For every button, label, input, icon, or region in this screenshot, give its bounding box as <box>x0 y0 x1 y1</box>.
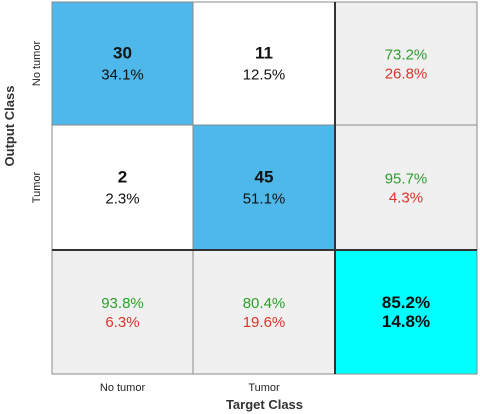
column-summary-correct-0: 93.8% <box>101 295 144 312</box>
divider-layer <box>52 2 477 374</box>
matrix-cell-1-0 <box>51 124 194 251</box>
column-summary-cell-0 <box>51 249 194 375</box>
row-summary-correct-1: 95.7% <box>385 171 428 188</box>
overall-correct: 85.2% <box>382 293 430 312</box>
matrix-cell-0-1 <box>192 1 336 126</box>
cell-count-0-0: 30 <box>113 44 132 63</box>
cell-count-1-1: 45 <box>255 168 274 187</box>
row-summary-cell-1 <box>334 124 478 251</box>
x-tick-label-no-tumor: No tumor <box>100 382 146 394</box>
overall-incorrect: 14.8% <box>382 312 430 331</box>
x-axis-title: Target Class <box>226 397 303 412</box>
column-summary-cell-1 <box>192 249 336 375</box>
column-summary-correct-1: 80.4% <box>243 295 286 312</box>
row-summary-cell-0 <box>334 1 478 126</box>
y-tick-label-no-tumor: No tumor <box>31 41 43 87</box>
cell-percent-0-0: 34.1% <box>101 67 144 84</box>
cell-layer <box>51 1 478 375</box>
column-summary-incorrect-0: 6.3% <box>105 314 139 331</box>
row-summary-incorrect-1: 4.3% <box>389 190 423 207</box>
cell-percent-1-1: 51.1% <box>243 191 286 208</box>
row-summary-correct-0: 73.2% <box>385 47 428 64</box>
cell-percent-1-0: 2.3% <box>105 191 139 208</box>
matrix-cell-0-0 <box>51 1 194 126</box>
y-tick-label-tumor: Tumor <box>31 171 43 203</box>
column-summary-incorrect-1: 19.6% <box>243 314 286 331</box>
cell-percent-0-1: 12.5% <box>243 67 286 84</box>
cell-count-1-0: 2 <box>118 168 127 187</box>
cell-count-0-1: 11 <box>255 44 273 63</box>
row-summary-incorrect-0: 26.8% <box>385 66 428 83</box>
y-axis-title: Output Class <box>2 86 17 167</box>
cell-text-layer: 30 34.1% 11 12.5% 2 2.3% 45 51.1% 73.2% 26.8% 95.7… <box>101 44 430 332</box>
matrix-cell-1-1 <box>192 124 336 251</box>
x-tick-label-tumor: Tumor <box>248 382 280 394</box>
